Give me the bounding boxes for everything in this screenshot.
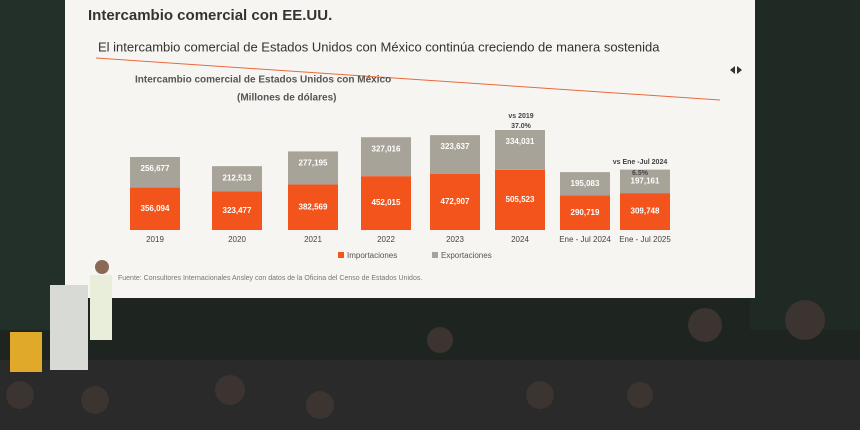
- value-label: 309,748: [631, 207, 660, 216]
- bar-segment: [288, 151, 338, 185]
- head: [688, 308, 722, 342]
- head: [785, 300, 825, 340]
- bar-segment: [620, 193, 670, 230]
- bar-segment: [130, 157, 180, 188]
- value-label: 452,015: [372, 198, 401, 207]
- divider: [95, 57, 721, 101]
- value-label: 505,523: [506, 195, 535, 204]
- annotation: vs Ene -Jul 2024: [613, 159, 668, 166]
- legend-swatch: [338, 252, 344, 258]
- legend-label: Exportaciones: [441, 251, 492, 260]
- chart-units: (Millones de dólares): [237, 93, 336, 104]
- x-tick-label: 2024: [511, 235, 529, 244]
- logo: [730, 66, 742, 74]
- source: Fuente: Consultores Internacionales Ansl…: [118, 275, 422, 282]
- bar-segment: [560, 195, 610, 230]
- head: [306, 391, 334, 419]
- bar-segment: [212, 191, 262, 230]
- annotation: 6.5%: [632, 170, 649, 177]
- value-label: 327,016: [372, 144, 401, 153]
- bar-segment: [212, 166, 262, 192]
- bar-segment: [620, 169, 670, 194]
- bar-segment: [361, 137, 411, 177]
- head: [627, 382, 653, 408]
- bar-segment: [130, 187, 180, 230]
- audience-area: [0, 360, 860, 430]
- speaker-head: [95, 260, 109, 274]
- x-tick-label: 2019: [146, 235, 164, 244]
- bar-segment: [288, 184, 338, 230]
- head: [81, 386, 109, 414]
- head: [526, 381, 554, 409]
- chart-title: Intercambio comercial de Estados Unidos …: [135, 75, 391, 86]
- value-label: 197,161: [631, 177, 660, 186]
- value-label: 382,569: [299, 202, 328, 211]
- bar-segment: [495, 169, 545, 230]
- slide-title: Intercambio comercial con EE.UU.: [88, 7, 332, 24]
- bar-segment: [430, 173, 480, 230]
- x-tick-label: 2020: [228, 235, 246, 244]
- x-tick-label: Ene - Jul 2025: [619, 235, 671, 244]
- bar-segment: [430, 135, 480, 174]
- legend-swatch: [432, 252, 438, 258]
- curtain-left: [0, 0, 70, 330]
- bar-segment: [361, 176, 411, 230]
- podium: [50, 285, 88, 370]
- head: [215, 375, 245, 405]
- slide-subtitle: El intercambio comercial de Estados Unid…: [98, 39, 660, 54]
- x-tick-label: 2023: [446, 235, 464, 244]
- x-tick-label: 2021: [304, 235, 322, 244]
- value-label: 256,677: [141, 164, 170, 173]
- value-label: 277,195: [299, 159, 328, 168]
- value-label: 212,513: [223, 173, 252, 182]
- head: [427, 327, 453, 353]
- bar-segment: [560, 172, 610, 196]
- value-label: 290,719: [571, 208, 600, 217]
- head: [6, 381, 34, 409]
- value-label: 472,907: [441, 197, 470, 206]
- curtain-right: [750, 0, 860, 330]
- value-label: 323,637: [441, 142, 470, 151]
- legend-label: Importaciones: [347, 251, 397, 260]
- stage-box: [10, 332, 42, 372]
- bar-segment: [495, 130, 545, 170]
- x-tick-label: Ene - Jul 2024: [559, 235, 611, 244]
- annotation: vs 2019: [508, 113, 533, 120]
- x-tick-label: 2022: [377, 235, 395, 244]
- speaker: [90, 275, 112, 340]
- audience: [6, 300, 825, 419]
- value-label: 323,477: [223, 206, 252, 215]
- value-label: 334,031: [506, 137, 535, 146]
- annotation: 37.0%: [511, 123, 532, 130]
- value-label: 195,083: [571, 179, 600, 188]
- value-label: 356,094: [141, 204, 170, 213]
